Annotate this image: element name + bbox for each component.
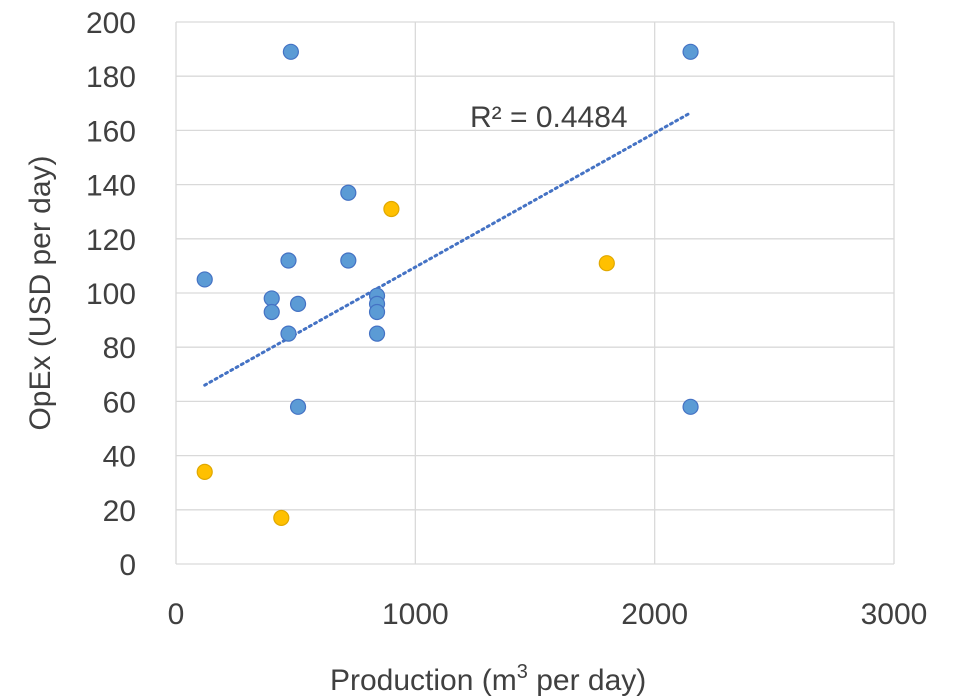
data-point-blue [282,43,299,60]
y-tick-label: 160 [86,115,136,148]
data-point-blue [196,271,213,288]
grid-lines [175,21,895,565]
y-tick-label: 120 [86,224,136,257]
r-squared-label: R² = 0.4484 [470,101,628,134]
data-point-orange [598,255,615,272]
x-tick-label: 1000 [382,598,449,631]
x-tick-label: 0 [168,598,185,631]
data-point-blue [289,295,307,312]
data-point-blue [682,398,699,415]
x-tick-label: 3000 [861,598,928,631]
y-axis-title: OpEx (USD per day) [24,155,57,430]
y-tick-label: 140 [86,170,136,203]
y-tick-label: 0 [119,549,136,582]
x-axis-title-main: Production (m [330,664,517,697]
data-point-blue [263,303,280,321]
data-point-blue [368,325,386,342]
x-tick-label: 2000 [621,598,688,631]
trendline-group [203,112,690,387]
data-point-orange [273,509,290,527]
data-point-blue [368,303,386,321]
y-tick-label: 180 [86,61,136,94]
y-tick-label: 60 [103,386,136,419]
data-point-blue [280,325,297,342]
x-axis-tick-labels: 0 1000 2000 3000 [168,598,928,631]
data-point-blue [340,252,357,269]
data-point-blue [280,252,297,269]
data-point-blue [289,398,307,415]
x-axis-title-suffix: per day) [528,664,646,697]
y-tick-label: 100 [86,278,136,311]
data-point-blue [263,290,280,307]
data-points [196,43,699,527]
trendline [203,112,690,387]
data-point-orange [383,200,400,218]
y-tick-label: 200 [86,7,136,40]
data-point-blue [682,43,699,60]
data-point-blue [340,184,357,201]
y-tick-label: 80 [103,332,136,365]
data-point-orange [196,463,213,480]
y-axis-tick-labels: 0 20 40 60 80 100 120 140 160 180 200 [86,7,136,582]
y-tick-label: 40 [103,441,136,474]
y-tick-label: 20 [103,495,136,528]
x-axis-title-superscript: 3 [517,661,528,683]
x-axis-title: Production (m3 per day) [330,661,646,697]
